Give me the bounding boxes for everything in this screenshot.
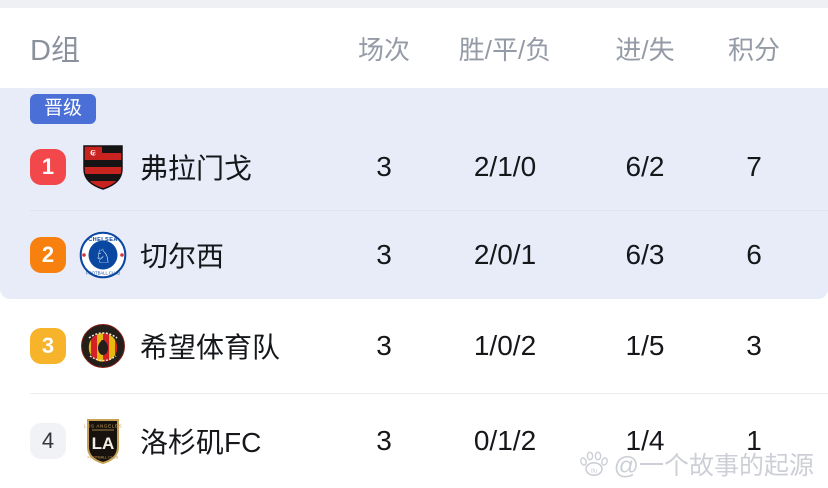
column-header-goals: 进/失	[615, 34, 675, 65]
svg-text:LA: LA	[92, 434, 115, 453]
played-value: 3	[376, 238, 392, 270]
column-header-wdl: 胜/平/负	[458, 34, 552, 65]
goals-value: 1/4	[625, 424, 665, 456]
wdl-value: 0/1/2	[473, 424, 537, 456]
played-value: 3	[376, 424, 392, 456]
played-value: 3	[376, 150, 392, 182]
row-divider	[30, 209, 828, 211]
column-header-points: 积分	[727, 34, 780, 65]
team-name: 切尔西	[140, 240, 225, 272]
wdl-value: 1/0/2	[473, 329, 537, 361]
top-strip	[0, 0, 828, 8]
rank-badge: 3	[30, 327, 66, 364]
team-cell: 2 ♘ CHELSEA FOOTBALL CLUB 切尔西	[30, 231, 338, 279]
svg-text:₢: ₢	[90, 148, 96, 157]
wdl-value: 2/1/0	[473, 150, 537, 182]
team-cell: 3 希望体育队	[30, 322, 338, 370]
column-header-played: 场次	[357, 34, 410, 65]
goals-value: 6/3	[625, 238, 665, 270]
qualify-badge: 晋级	[30, 94, 97, 124]
svg-text:♘: ♘	[94, 246, 111, 267]
row-divider	[30, 392, 828, 394]
rank-badge: 2	[30, 236, 66, 273]
goals-value: 1/5	[625, 329, 665, 361]
team-name: 弗拉门戈	[140, 152, 253, 184]
team-name: 洛杉矶FC	[140, 426, 262, 458]
svg-text:LOS ANGELES: LOS ANGELES	[84, 423, 123, 428]
team-cell: 4 LOS ANGELES LA FOOTBALL CLUB 洛杉矶FC	[30, 417, 338, 465]
table-row-flamengo[interactable]: 1 ₢ 弗拉门戈 3 2/1/0 6/2 7	[0, 124, 828, 210]
table-row-esperance[interactable]: 3 希望体育队 3 1	[0, 299, 828, 393]
played-value: 3	[376, 329, 392, 361]
group-label: D组	[30, 35, 80, 67]
table-row-lafc[interactable]: 4 LOS ANGELES LA FOOTBALL CLUB 洛杉矶FC 3 0…	[0, 394, 828, 488]
table-header: D组 场次 胜/平/负 进/失 积分	[0, 8, 828, 88]
svg-text:CHELSEA: CHELSEA	[88, 237, 118, 243]
esperance-crest-icon	[81, 323, 125, 368]
chelsea-crest-icon: ♘ CHELSEA FOOTBALL CLUB	[79, 231, 127, 279]
rank-badge: 1	[30, 148, 66, 185]
flamengo-crest-icon: ₢	[83, 145, 123, 190]
points-value: 1	[746, 424, 762, 456]
points-value: 3	[746, 329, 762, 361]
qualification-zone: 晋级 1 ₢ 弗拉门戈 3	[0, 88, 828, 299]
team-name: 希望体育队	[140, 331, 281, 363]
goals-value: 6/2	[625, 150, 665, 182]
points-value: 7	[746, 150, 762, 182]
wdl-value: 2/0/1	[473, 238, 537, 270]
lafc-crest-icon: LOS ANGELES LA FOOTBALL CLUB	[84, 418, 123, 464]
table-row-chelsea[interactable]: 2 ♘ CHELSEA FOOTBALL CLUB 切尔西 3 2/0/1 6/…	[0, 211, 828, 299]
rank-badge: 4	[30, 422, 66, 459]
svg-text:FOOTBALL CLUB: FOOTBALL CLUB	[88, 455, 119, 459]
svg-text:FOOTBALL CLUB: FOOTBALL CLUB	[86, 270, 120, 275]
points-value: 6	[746, 238, 762, 270]
team-cell: 1 ₢ 弗拉门戈	[30, 143, 338, 191]
